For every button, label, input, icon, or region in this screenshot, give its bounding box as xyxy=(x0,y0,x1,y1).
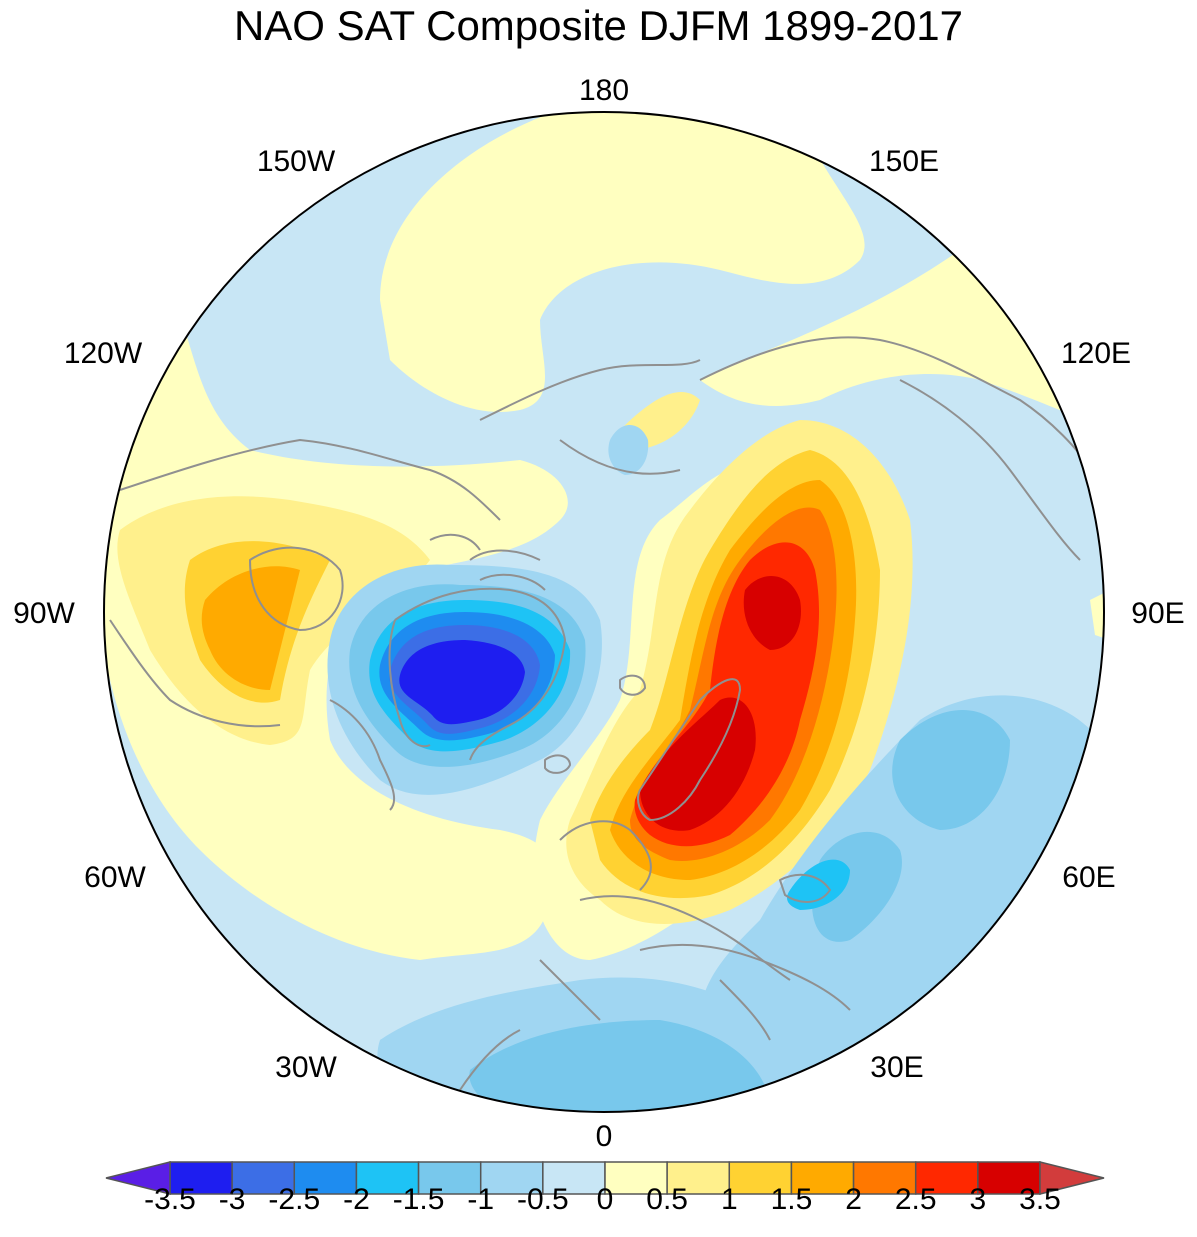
colorbar-tick-label: -3 xyxy=(218,1183,246,1216)
lon-label-30e: 30E xyxy=(870,1051,924,1084)
colorbar-tick-label: -2 xyxy=(343,1183,370,1216)
colorbar-tick-label: 3.5 xyxy=(1019,1183,1061,1216)
colorbar-tick-label: 2.5 xyxy=(894,1183,937,1216)
lon-label-90e: 90E xyxy=(1131,597,1185,630)
lon-label-120w: 120W xyxy=(63,337,143,370)
colorbar-tick-label: 3 xyxy=(969,1183,987,1216)
coastlines xyxy=(109,336,1091,1091)
map-title: NAO SAT Composite DJFM 1899-2017 xyxy=(233,2,964,49)
negative-3-zone xyxy=(399,640,525,725)
colorbar-over-triangle xyxy=(1039,1161,1105,1195)
negative-south-zones xyxy=(377,977,818,1112)
lon-label-90w: 90W xyxy=(13,597,75,630)
map-border xyxy=(103,111,1105,1113)
lon-label-60w: 60W xyxy=(84,861,146,894)
colorbar-tick-label: -3.5 xyxy=(144,1183,196,1216)
lon-label-120e: 120E xyxy=(1060,337,1132,370)
lon-label-180: 180 xyxy=(578,74,630,107)
lon-label-150w: 150W xyxy=(256,145,336,178)
colorbar-tick-label: 0 xyxy=(596,1183,614,1216)
colorbar xyxy=(105,1161,1105,1195)
colorbar-box xyxy=(852,1161,917,1195)
colorbar-box xyxy=(169,1161,233,1195)
colorbar-tick-label: -1.5 xyxy=(392,1183,445,1216)
lon-label-0: 0 xyxy=(595,1120,613,1153)
colorbar-box xyxy=(231,1161,296,1195)
lon-label-150e: 150E xyxy=(868,145,940,178)
colorbar-box xyxy=(604,1161,668,1195)
lon-label-60e: 60E xyxy=(1062,861,1116,894)
colorbar-box xyxy=(666,1161,731,1195)
colorbar-tick-label: 2 xyxy=(845,1183,862,1216)
colorbar-tick-label: -2.5 xyxy=(268,1183,321,1216)
colorbar-box xyxy=(914,1161,979,1195)
colorbar-box xyxy=(355,1161,420,1195)
colorbar-boxes xyxy=(169,1161,1041,1195)
negative-bering-zone xyxy=(608,425,649,475)
lon-label-30w: 30W xyxy=(275,1051,337,1084)
colorbar-box xyxy=(293,1161,358,1195)
colorbar-tick-label: -1 xyxy=(467,1183,495,1216)
colorbar-tick-label: -0.5 xyxy=(516,1183,569,1216)
colorbar-tick-label: 1.5 xyxy=(770,1183,813,1216)
colorbar-tick-label: 1 xyxy=(720,1183,738,1216)
colorbar-box xyxy=(728,1161,793,1195)
colorbar-under-triangle xyxy=(105,1161,171,1195)
colorbar-box xyxy=(479,1161,544,1195)
colorbar-box xyxy=(417,1161,482,1195)
colorbar-tick-label: 0.5 xyxy=(646,1183,688,1216)
colorbar-box xyxy=(542,1161,606,1195)
